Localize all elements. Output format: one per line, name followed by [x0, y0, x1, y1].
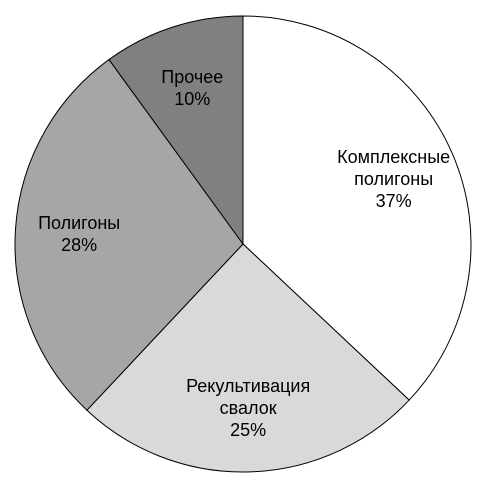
- category-label: Комплексные полигоны: [337, 146, 451, 189]
- category-label: Прочее: [161, 66, 224, 87]
- category-label: Полигоны: [38, 212, 121, 233]
- value-label: 10%: [174, 88, 211, 109]
- slice-label: Полигоны 28%: [4, 212, 154, 256]
- value-label: 37%: [375, 190, 412, 211]
- slice-label: Рекультивация свалок 25%: [173, 375, 323, 441]
- category-label: Рекультивация свалок: [186, 376, 311, 419]
- value-label: 28%: [61, 234, 98, 255]
- slice-label: Комплексные полигоны 37%: [319, 146, 469, 212]
- pie-slice: [14, 58, 244, 411]
- slice-label: Прочее 10%: [117, 66, 267, 110]
- value-label: 25%: [230, 420, 267, 441]
- pie-slice: [86, 243, 410, 473]
- pie-slice: [242, 15, 472, 401]
- pie-slice: [108, 15, 244, 246]
